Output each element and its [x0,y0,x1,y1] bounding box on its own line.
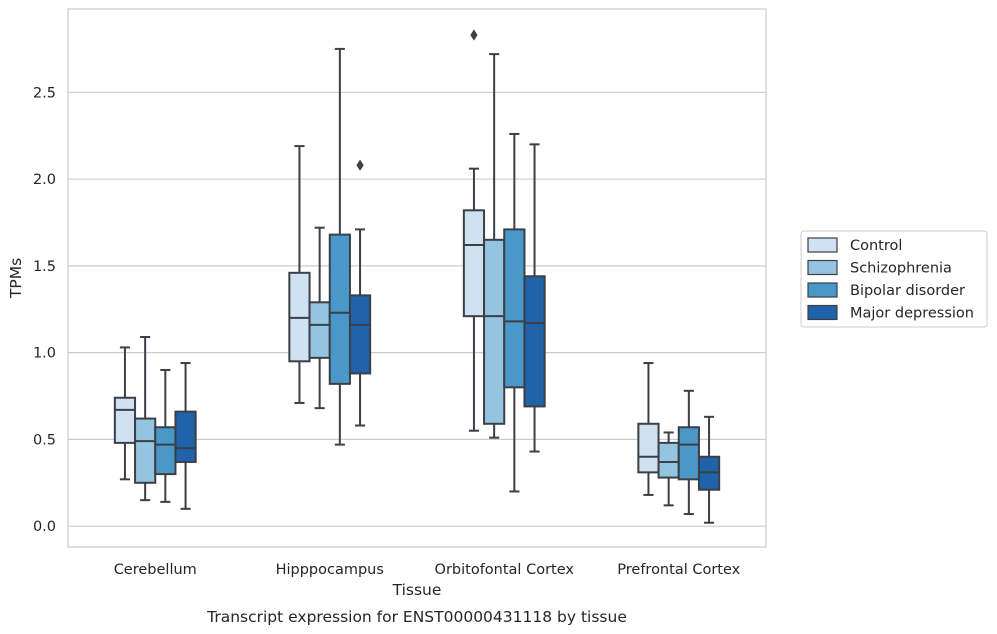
legend-swatch [807,237,838,253]
box-group [288,145,311,404]
y-tick-label: 1.0 [33,346,56,362]
y-tick-label: 2.5 [33,85,56,101]
plot-frame [67,8,767,548]
box-group [348,159,372,427]
legend: Control Schizophrenia Bipolar disorder Majo… [800,230,988,328]
y-tick-label: 0.0 [33,519,56,535]
box [113,396,137,444]
box-group [637,362,660,496]
box [174,410,197,463]
legend-label: Major depression [850,306,974,322]
box [637,422,660,474]
box [523,275,546,408]
x-tick-label: Prefrontal Cortex [617,562,740,578]
y-axis-label: TPMs [7,258,25,299]
box [462,209,486,318]
y-axis-ticks: 0.0 0.5 1.0 1.5 2.0 2.5 [33,85,56,535]
outlier-marker [470,29,478,41]
x-axis-ticks: Cerebellum Hipppocampus Orbitofontal Corte… [114,562,741,578]
x-tick-label: Cerebellum [114,562,197,578]
chart-caption: Transcript expression for ENST0000043111… [206,608,627,626]
box-group [483,53,506,439]
box-group [697,415,721,524]
box-group [523,143,546,453]
box-group [113,346,137,481]
box-group [657,431,680,507]
box-group [677,389,700,516]
box [308,301,331,359]
outlier-marker [356,159,364,171]
legend-swatch [807,259,838,276]
box [154,426,177,476]
box [483,238,506,425]
x-tick-label: Hipppocampus [276,562,384,578]
boxes [113,29,721,524]
box [657,441,680,479]
legend-label: Schizophrenia [850,261,952,277]
legend-label: Bipolar disorder [850,283,965,299]
box-group [462,29,486,432]
box-group [308,226,331,410]
legend-swatch [807,282,838,298]
legend-frame [800,230,988,328]
box [503,228,526,389]
legend-swatch [807,304,838,321]
box [328,233,351,385]
box-group [328,47,351,446]
box [677,426,700,481]
y-tick-label: 0.5 [33,432,56,448]
y-tick-label: 1.5 [33,259,56,275]
box-group [174,362,197,510]
legend-label: Control [850,238,902,254]
box [134,417,157,484]
box [348,294,372,375]
x-tick-label: Orbitofontal Cortex [435,562,575,578]
box-group [134,336,157,502]
box-group [503,132,526,493]
box-group [154,368,177,503]
y-tick-label: 2.0 [33,172,56,188]
x-axis-label: Tissue [392,581,442,599]
